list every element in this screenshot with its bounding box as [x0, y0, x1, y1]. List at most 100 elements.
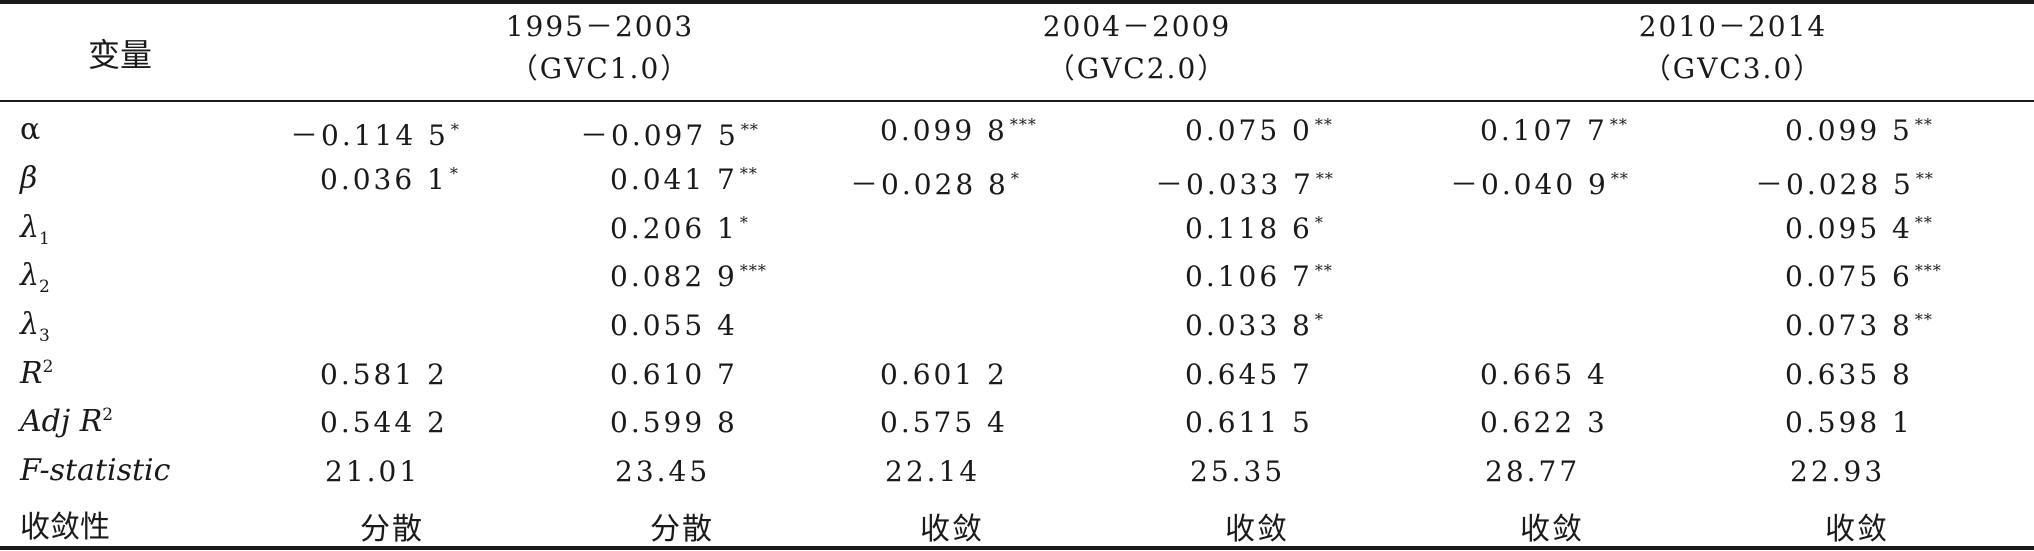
cell-value: －0.040 9	[1450, 168, 1609, 201]
table-cell: 0.118 6 *	[1185, 212, 1324, 245]
table-cell: 23.45	[615, 455, 712, 488]
cell-value: 0.598 1	[1785, 406, 1913, 439]
significance-stars: ***	[1914, 260, 1942, 280]
table-cell: －0.028 8 *	[850, 163, 1020, 203]
cell-value: 0.635 8	[1785, 358, 1913, 391]
table-cell: 收敛	[1520, 504, 1586, 548]
cell-value: 0.075 6	[1785, 260, 1913, 293]
table-cell: 0.611 5	[1185, 406, 1315, 439]
significance-stars: **	[1914, 212, 1933, 232]
row-label-text: F-statistic	[20, 453, 171, 488]
cell-value: 0.544 2	[320, 406, 448, 439]
table-cell: 0.095 4 **	[1785, 212, 1933, 245]
cell-value: 收敛	[920, 512, 984, 547]
significance-stars: **	[1315, 168, 1334, 188]
row-label: β	[20, 161, 37, 196]
row-label-text: β	[20, 161, 38, 196]
row-label: λ1	[20, 210, 50, 249]
table-cell	[880, 212, 882, 245]
significance-stars: **	[1609, 114, 1628, 134]
table-cell: 收敛	[1225, 504, 1291, 548]
table-cell: 0.055 4	[610, 309, 740, 342]
table-cell: 0.206 1 *	[610, 212, 749, 245]
table-cell: 0.099 5 **	[1785, 114, 1933, 147]
table-cell: 0.598 1	[1785, 406, 1915, 439]
table-cell: 0.575 4	[880, 406, 1010, 439]
row-label-text: 收敛性	[20, 510, 110, 545]
table-cell: 0.665 4	[1480, 358, 1610, 391]
table-cell: 分散	[360, 504, 426, 548]
significance-stars: *	[1314, 212, 1324, 232]
row-label-text: α	[20, 112, 41, 147]
table-cell: 0.610 7	[610, 358, 740, 391]
table-cell: 0.601 2	[880, 358, 1010, 391]
significance-stars: **	[739, 163, 758, 183]
row-label: α	[20, 112, 40, 147]
table-cell: 0.599 8	[610, 406, 740, 439]
table-cell	[1480, 309, 1482, 342]
period-years: 2004－2009	[1042, 10, 1232, 43]
row-label-subscript: 2	[39, 277, 50, 297]
period-header-2: 2004－2009 （GVC2.0）	[937, 6, 1337, 90]
table-cell: －0.097 5 **	[580, 114, 759, 154]
cell-value: 0.075 0	[1185, 114, 1313, 147]
table-cell: 0.107 7 **	[1480, 114, 1628, 147]
variable-header: 变量	[88, 36, 153, 74]
cell-value: 0.611 5	[1185, 406, 1313, 439]
significance-stars: **	[1915, 168, 1934, 188]
cell-value: 0.206 1	[610, 212, 738, 245]
row-label-text: R	[20, 356, 43, 391]
period-years: 2010－2014	[1638, 10, 1828, 43]
cell-value: －0.114 5	[290, 119, 449, 152]
significance-stars: **	[1314, 114, 1333, 134]
row-label-subscript: 3	[39, 326, 50, 346]
table-cell: 收敛	[920, 504, 986, 548]
significance-stars: *	[739, 212, 749, 232]
table-cell: 22.93	[1790, 455, 1887, 488]
cell-value: 0.099 5	[1785, 114, 1913, 147]
table-cell	[320, 260, 322, 293]
header-rule	[0, 100, 2034, 102]
row-label-text: λ	[20, 307, 40, 342]
cell-value: －0.028 5	[1755, 168, 1914, 201]
cell-value: 0.106 7	[1185, 260, 1313, 293]
table-cell: 0.033 8 *	[1185, 309, 1324, 342]
significance-stars: **	[1314, 260, 1333, 280]
table-cell: 25.35	[1190, 455, 1287, 488]
period-label: （GVC3.0）	[1642, 52, 1824, 85]
cell-value: 25.35	[1190, 455, 1286, 488]
cell-value: 0.665 4	[1480, 358, 1608, 391]
row-label: R2	[20, 356, 53, 391]
table-cell	[1480, 260, 1482, 293]
table-cell: 0.075 0 **	[1185, 114, 1333, 147]
cell-value: －0.097 5	[580, 119, 739, 152]
cell-value: 0.601 2	[880, 358, 1008, 391]
significance-stars: *	[1010, 168, 1020, 188]
row-label-text: λ	[20, 258, 40, 293]
table-cell: －0.114 5 *	[290, 114, 460, 154]
significance-stars: *	[1314, 309, 1324, 329]
cell-value: 0.036 1	[320, 163, 448, 196]
cell-value: －0.028 8	[850, 168, 1009, 201]
table-cell: 0.075 6 ***	[1785, 260, 1942, 293]
cell-value: 21.01	[325, 455, 421, 488]
table-cell	[880, 309, 882, 342]
table-cell: 0.041 7 **	[610, 163, 758, 196]
period-label: （GVC1.0）	[509, 52, 691, 85]
table-cell: －0.028 5 **	[1755, 163, 1934, 203]
period-years: 1995－2003	[505, 10, 695, 43]
table-cell: 0.635 8	[1785, 358, 1915, 391]
significance-stars: *	[450, 119, 460, 139]
cell-value: 分散	[650, 512, 714, 547]
cell-value: 0.055 4	[610, 309, 738, 342]
cell-value: 23.45	[615, 455, 711, 488]
cell-value: 0.107 7	[1480, 114, 1608, 147]
cell-value: 0.082 9	[610, 260, 738, 293]
cell-value: 0.041 7	[610, 163, 738, 196]
cell-value: 0.622 3	[1480, 406, 1608, 439]
significance-stars: **	[1914, 309, 1933, 329]
table-cell	[880, 260, 882, 293]
row-label-superscript: 2	[42, 357, 54, 377]
cell-value: 0.095 4	[1785, 212, 1913, 245]
